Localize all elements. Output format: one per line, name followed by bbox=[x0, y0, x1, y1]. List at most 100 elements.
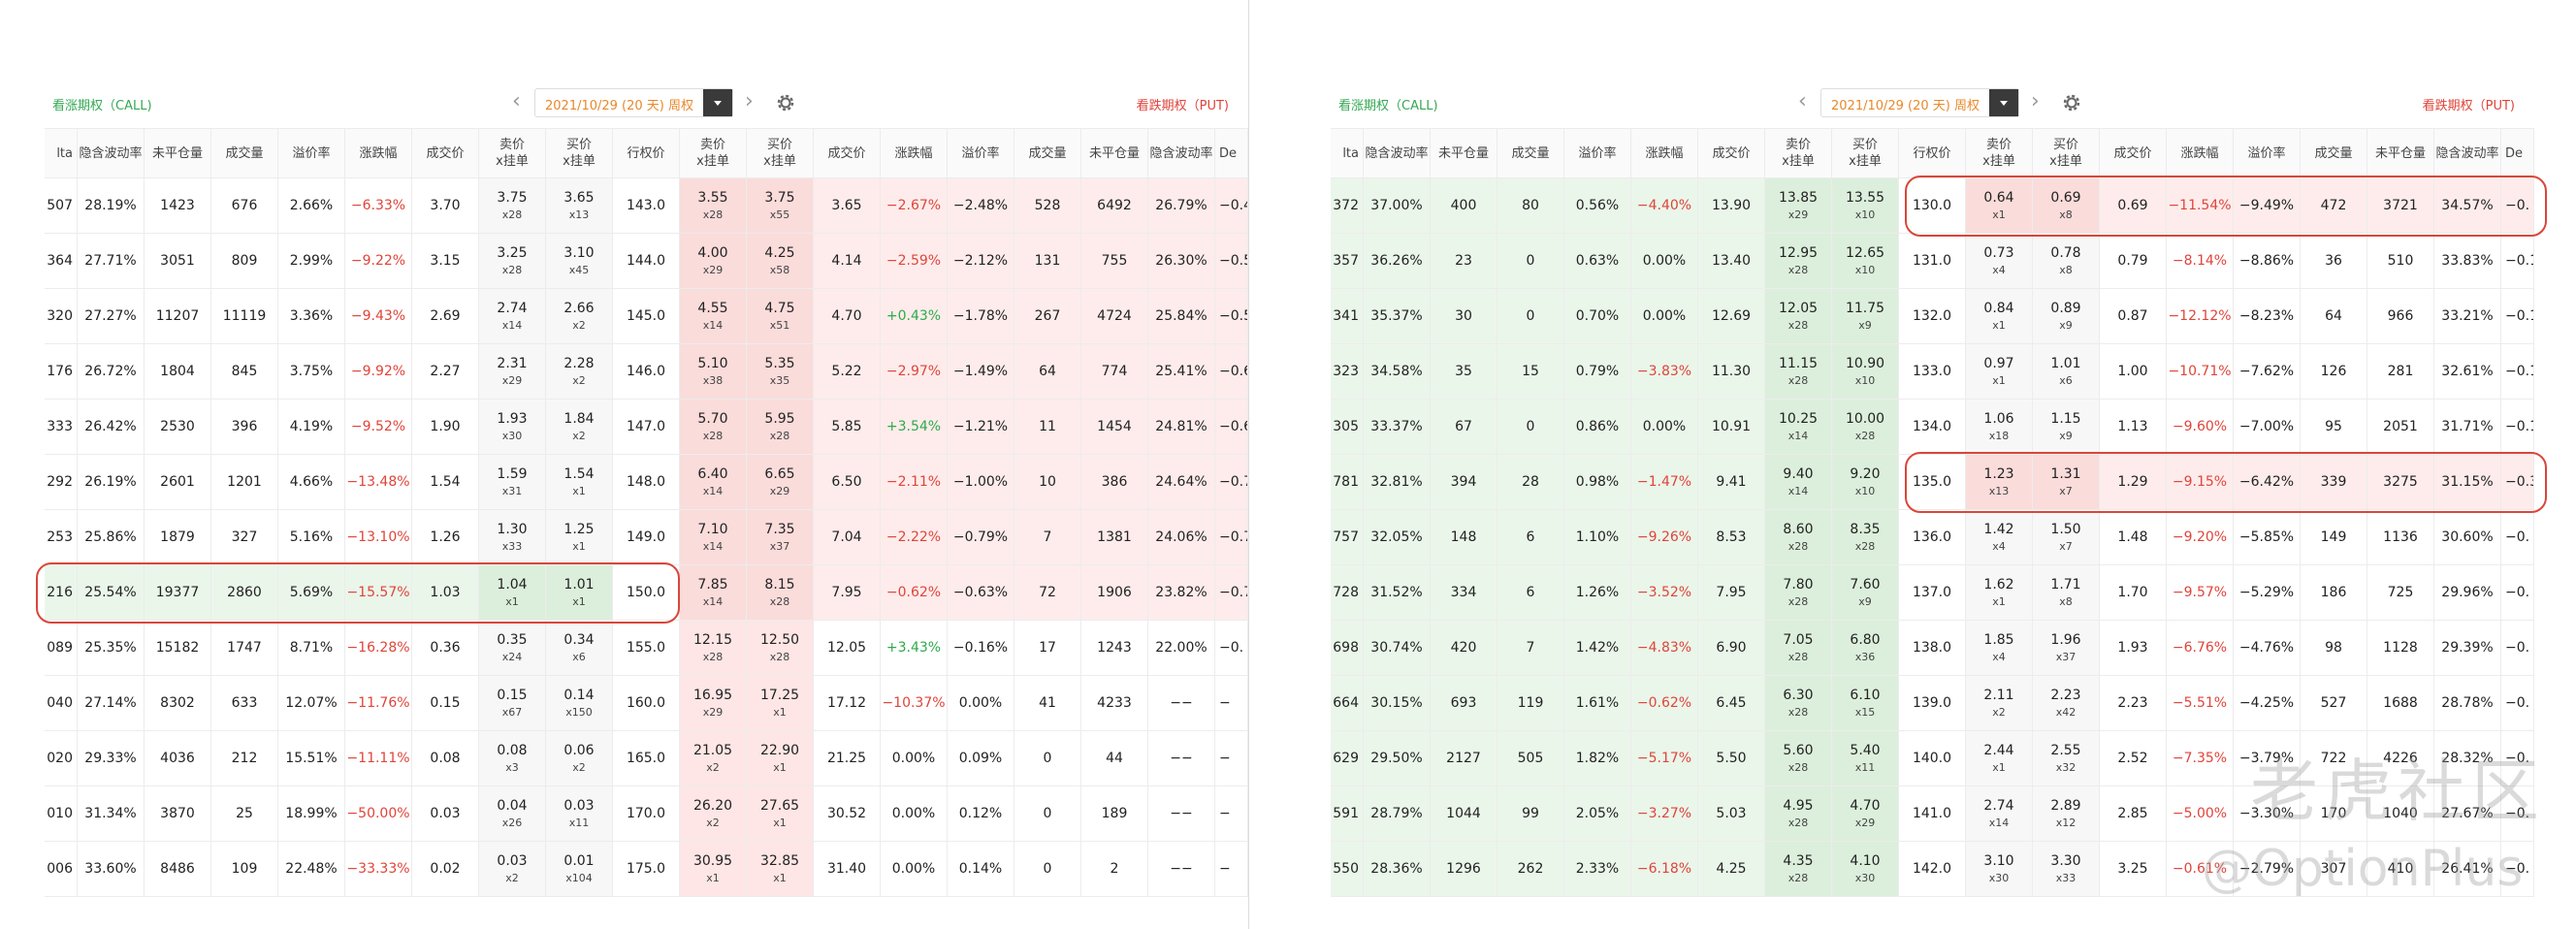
table-cell: −0.16% bbox=[948, 621, 1014, 676]
quote-size: x15 bbox=[1854, 706, 1876, 719]
quote-cell: 5.95 x28 bbox=[747, 400, 814, 455]
table-cell: 0.69 bbox=[2100, 178, 2167, 234]
settings-button[interactable] bbox=[2060, 91, 2083, 114]
next-arrow[interactable]: › bbox=[2031, 89, 2040, 113]
quote-cell: 9.40 x14 bbox=[1765, 455, 1832, 510]
dropdown-icon bbox=[2000, 101, 2008, 106]
table-cell: 267 bbox=[1014, 289, 1081, 344]
date-select[interactable]: 2021/10/29 (20 天) 周权 bbox=[534, 88, 733, 117]
highlight-box bbox=[36, 562, 680, 624]
table-cell: 757 bbox=[1331, 510, 1364, 565]
quote-price: 5.70 bbox=[697, 411, 728, 427]
quote-size: x28 bbox=[1787, 872, 1809, 884]
table-cell: 25.54% bbox=[78, 565, 145, 621]
table-cell: 3870 bbox=[145, 786, 211, 842]
table-cell: 7.95 bbox=[1698, 565, 1765, 621]
table-cell: −13.48% bbox=[345, 455, 412, 510]
table-cell: 020 bbox=[45, 731, 78, 786]
quote-price: 10.90 bbox=[1845, 356, 1885, 371]
table-cell: −15.57% bbox=[345, 565, 412, 621]
quote-size: x29 bbox=[702, 264, 724, 276]
date-text: 2021/10/29 (20 天) 周权 bbox=[545, 99, 694, 113]
table-cell: 24.81% bbox=[1148, 400, 1215, 455]
quote-price: 1.50 bbox=[2050, 522, 2081, 537]
quote-price: 2.74 bbox=[1983, 798, 2014, 814]
quote-price: 5.60 bbox=[1783, 743, 1814, 758]
header-line: 买价 bbox=[565, 138, 592, 152]
table-cell: 510 bbox=[2367, 234, 2434, 289]
quote-size: x1 bbox=[505, 595, 519, 608]
settings-button[interactable] bbox=[774, 91, 797, 114]
quote-cell: 10.25 x14 bbox=[1765, 400, 1832, 455]
table-cell: 1.82% bbox=[1564, 731, 1631, 786]
quote-size: x31 bbox=[501, 485, 523, 497]
watermark-handle: @OptionPlus bbox=[2202, 840, 2524, 898]
quote-cell: 22.90 x1 bbox=[747, 731, 814, 786]
table-cell: 089 bbox=[45, 621, 78, 676]
quote-cell: 2.28 x2 bbox=[546, 344, 613, 400]
quote-cell: 6.40 x14 bbox=[680, 455, 747, 510]
quote-price: 3.65 bbox=[564, 190, 595, 206]
quote-price: 4.55 bbox=[697, 301, 728, 316]
table-cell: 2.99% bbox=[278, 234, 345, 289]
table-cell: 0.00% bbox=[881, 786, 948, 842]
table-cell: 0.09% bbox=[948, 731, 1014, 786]
table-cell: 37.00% bbox=[1364, 178, 1431, 234]
column-header: 涨跌幅 bbox=[2167, 129, 2234, 178]
table-cell: 1.10% bbox=[1564, 510, 1631, 565]
table-cell: 0.56% bbox=[1564, 178, 1631, 234]
table-cell: 0.98% bbox=[1564, 455, 1631, 510]
quote-size: x26 bbox=[501, 817, 523, 829]
quote-size: x67 bbox=[501, 706, 523, 719]
table-cell: −2.12% bbox=[948, 234, 1014, 289]
table-cell: −8.86% bbox=[2234, 234, 2301, 289]
quote-size: x28 bbox=[1854, 540, 1876, 553]
table-cell: 2.85 bbox=[2100, 786, 2167, 842]
quote-cell: 5.60 x28 bbox=[1765, 731, 1832, 786]
table-cell: 1.48 bbox=[2100, 510, 2167, 565]
table-cell: 8486 bbox=[145, 842, 211, 897]
prev-arrow[interactable]: ‹ bbox=[512, 89, 521, 113]
table-cell: 12.05 bbox=[814, 621, 881, 676]
next-arrow[interactable]: › bbox=[745, 89, 754, 113]
table-cell: 32.81% bbox=[1364, 455, 1431, 510]
table-cell: 1.26% bbox=[1564, 565, 1631, 621]
table-cell: 138.0 bbox=[1899, 621, 1966, 676]
table-cell: +0.43% bbox=[881, 289, 948, 344]
table-cell: 327 bbox=[211, 510, 278, 565]
date-select[interactable]: 2021/10/29 (20 天) 周权 bbox=[1820, 88, 2019, 117]
table-cell: −5.17% bbox=[1631, 731, 1698, 786]
table-cell: −9.49% bbox=[2234, 178, 2301, 234]
quote-size: x12 bbox=[2055, 817, 2077, 829]
quote-size: x4 bbox=[1992, 651, 2006, 663]
table-cell: 31.71% bbox=[2434, 400, 2501, 455]
table-cell: 35.37% bbox=[1364, 289, 1431, 344]
quote-price: 1.84 bbox=[564, 411, 595, 427]
table-cell: −3.30% bbox=[2234, 786, 2301, 842]
table-cell: −2.11% bbox=[881, 455, 948, 510]
dropdown-button[interactable] bbox=[703, 89, 732, 116]
table-cell: 1423 bbox=[145, 178, 211, 234]
dropdown-button[interactable] bbox=[1989, 89, 2018, 116]
table-cell: −9.60% bbox=[2167, 400, 2234, 455]
table-cell: 21.25 bbox=[814, 731, 881, 786]
table-cell: 19377 bbox=[145, 565, 211, 621]
table-cell: −0.6 bbox=[1215, 400, 1248, 455]
quote-cell: 8.15 x28 bbox=[747, 565, 814, 621]
table-cell: 0 bbox=[1014, 842, 1081, 897]
quote-size: x1 bbox=[1992, 761, 2006, 774]
table-cell: −3.52% bbox=[1631, 565, 1698, 621]
table-cell: 3.65 bbox=[814, 178, 881, 234]
table-cell: 7.04 bbox=[814, 510, 881, 565]
table-cell: 12.69 bbox=[1698, 289, 1765, 344]
quote-price: 2.11 bbox=[1983, 688, 2014, 703]
quote-price: 4.00 bbox=[697, 245, 728, 261]
quote-price: 1.42 bbox=[1983, 522, 2014, 537]
table-cell: −0.63% bbox=[948, 565, 1014, 621]
quote-size: x1 bbox=[1992, 595, 2006, 608]
table-cell: 845 bbox=[211, 344, 278, 400]
table-cell: 25.35% bbox=[78, 621, 145, 676]
prev-arrow[interactable]: ‹ bbox=[1798, 89, 1807, 113]
table-cell: 2601 bbox=[145, 455, 211, 510]
quote-cell: 1.25 x1 bbox=[546, 510, 613, 565]
